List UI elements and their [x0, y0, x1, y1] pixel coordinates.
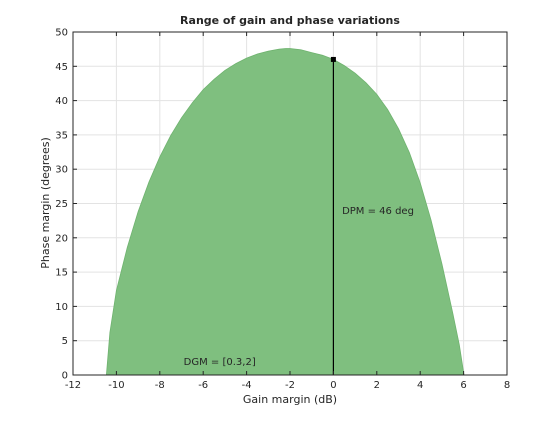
y-tick-label: 5 [62, 336, 68, 347]
dpm-point [330, 56, 336, 62]
y-tick-label: 25 [55, 199, 68, 210]
y-tick-label: 10 [55, 302, 68, 313]
y-tick-label: 20 [55, 233, 68, 244]
x-tick-label: -4 [242, 380, 252, 391]
phase-gain-region [105, 48, 465, 376]
marker-layer [330, 56, 336, 375]
x-tick-label: -10 [108, 380, 124, 391]
y-tick-label: 30 [55, 165, 68, 176]
x-tick-label: -8 [155, 380, 165, 391]
y-tick-label: 0 [62, 371, 68, 382]
x-tick-label: -6 [198, 380, 208, 391]
y-tick-label: 45 [55, 62, 68, 73]
x-axis-label: Gain margin (dB) [243, 393, 337, 406]
x-tick-label: -12 [65, 380, 81, 391]
x-tick-label: 0 [330, 380, 336, 391]
y-axis-label: Phase margin (degrees) [39, 137, 52, 269]
annotation-dpm: DPM = 46 deg [342, 206, 414, 217]
y-tick-label: 50 [55, 28, 68, 39]
axes [72, 31, 508, 376]
x-tick-label: 4 [417, 380, 423, 391]
y-tick-label: 35 [55, 130, 68, 141]
y-tick-label: 15 [55, 268, 68, 279]
x-tick-label: 8 [504, 380, 510, 391]
annotation-dgm: DGM = [0.3,2] [184, 357, 256, 368]
tick-labels: -12 -10 -8 -6 -4 -2 0 2 4 6 8 0 5 10 15 20 25 30 35 40 45 50 [55, 28, 510, 392]
x-tick-label: -2 [285, 380, 295, 391]
chart-title: Range of gain and phase variations [180, 14, 400, 27]
area-series [105, 48, 465, 376]
x-tick-label: 6 [460, 380, 466, 391]
y-tick-label: 40 [55, 96, 68, 107]
x-tick-label: 2 [374, 380, 380, 391]
